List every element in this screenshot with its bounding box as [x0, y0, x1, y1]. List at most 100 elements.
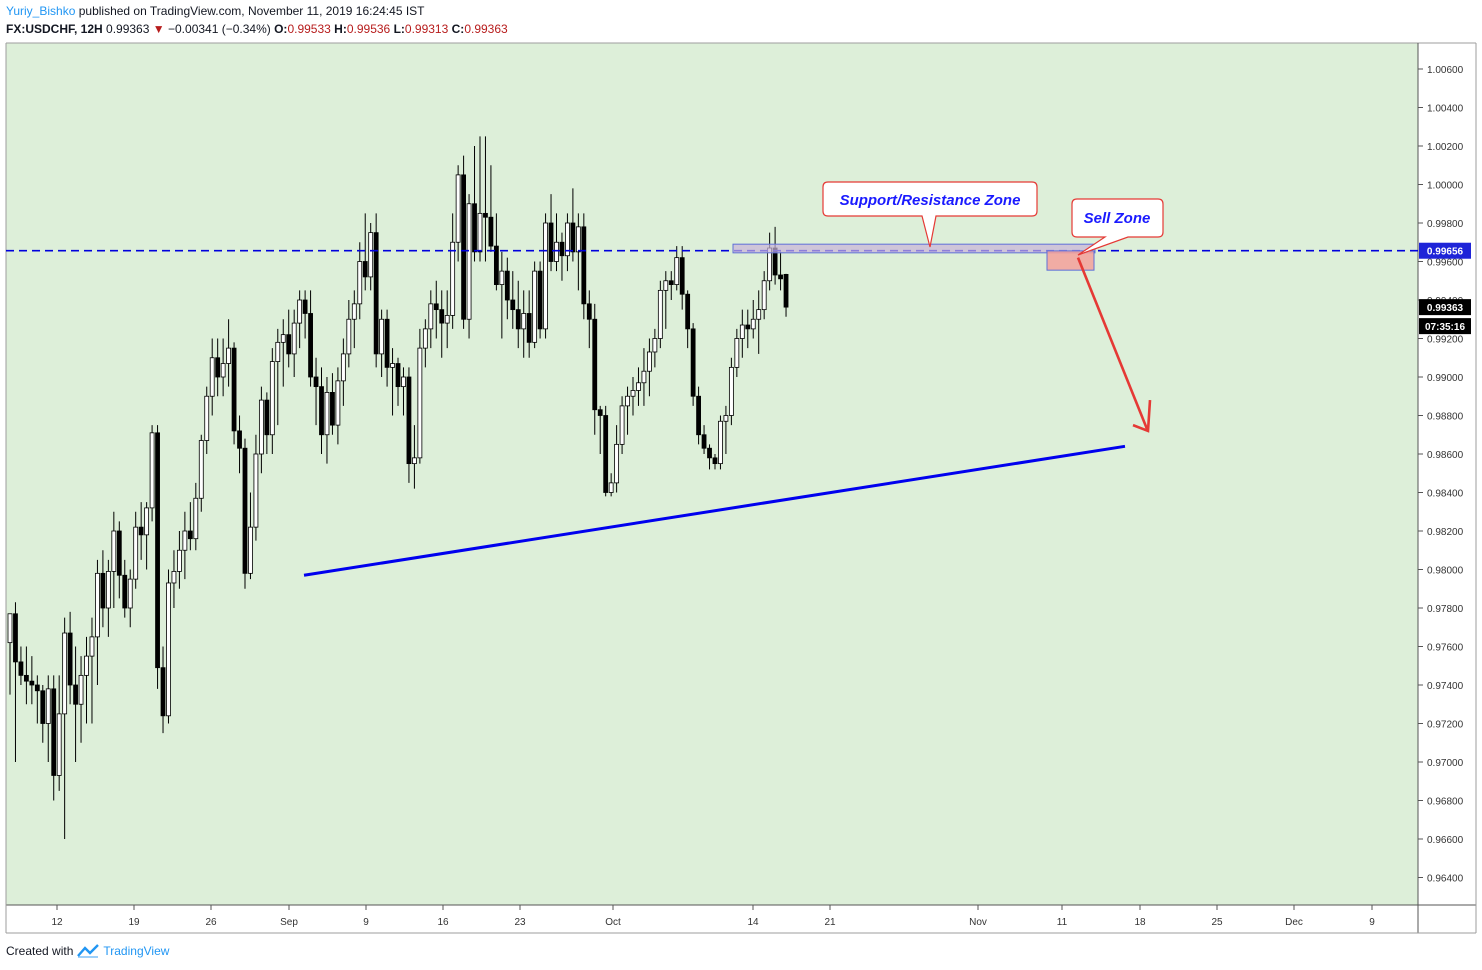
candle-body-down [461, 174, 466, 320]
candle [73, 646, 78, 762]
candle [335, 367, 341, 445]
candle-body-up [543, 222, 548, 330]
candle [166, 569, 171, 724]
x-tick-label: 26 [205, 917, 217, 928]
x-tick-label: Oct [605, 917, 621, 928]
candle [198, 434, 204, 512]
candle [105, 559, 111, 637]
candle [111, 511, 117, 608]
candle-body-down [384, 318, 390, 368]
candle-body-down [559, 241, 565, 257]
candle-body-up [532, 270, 538, 343]
candle [95, 559, 100, 685]
candle [745, 309, 751, 349]
candle [548, 194, 554, 272]
close-label: C: [451, 22, 465, 36]
candle [559, 232, 565, 281]
candle-body-up [291, 322, 297, 355]
candle-body-up [127, 578, 133, 609]
candle-body-down [778, 274, 783, 280]
support-trendline[interactable] [303, 444, 1126, 577]
candle [155, 425, 160, 689]
candle-body-up [554, 241, 559, 262]
candle-body-up [275, 341, 281, 363]
sell-zone-rect[interactable] [1046, 250, 1095, 271]
candle-body-down [313, 376, 319, 388]
sr-zone-callout[interactable]: Support/Resistance Zone [822, 181, 1038, 248]
candle-body-up [62, 632, 68, 715]
candle [739, 309, 745, 358]
candle-body-up [324, 391, 330, 436]
symbol-bar: FX:USDCHF, 12H 0.99363 ▼ −0.00341 (−0.34… [6, 22, 508, 36]
candle [663, 271, 669, 329]
y-tick-label: 0.97200 [1427, 720, 1464, 731]
candle [346, 300, 352, 368]
candle-body-down [488, 216, 494, 247]
price-tag: 07:35:16 [1419, 318, 1471, 335]
candle [472, 146, 477, 262]
candle-body-up [739, 324, 745, 339]
tradingview-link[interactable]: TradingView [103, 944, 170, 958]
x-tick-label: Sep [280, 917, 298, 928]
candle [127, 569, 133, 628]
candle [444, 290, 450, 349]
candle [62, 617, 68, 839]
candle [510, 271, 516, 329]
x-tick-label: 18 [1134, 917, 1146, 928]
x-tick-label: 16 [437, 917, 449, 928]
candle-body-down [581, 226, 587, 305]
candle [575, 213, 581, 291]
created-with-text: Created with [6, 944, 74, 958]
y-tick-label: 0.97800 [1427, 604, 1464, 615]
candle-body-down [504, 270, 510, 301]
candle [275, 328, 281, 426]
candle [34, 675, 40, 724]
x-axis[interactable]: 12 19 26 Sep 9 16 23 Oct 14 21 Nov 11 18 25 Dec 9 [51, 905, 1375, 928]
candle-body-up [417, 347, 423, 459]
y-tick-label: 0.97600 [1427, 643, 1464, 654]
candle-body-down [406, 376, 412, 465]
candle [597, 405, 603, 454]
y-tick-label: 0.97000 [1427, 758, 1464, 769]
candle [554, 213, 559, 272]
y-axis[interactable]: 1.00600 1.00400 1.00200 1.00000 0.99800 0.996… [1418, 65, 1464, 885]
sr-zone-label: Support/Resistance Zone [840, 192, 1021, 209]
candle [515, 280, 521, 349]
candle-body-up [499, 270, 505, 286]
candle [526, 290, 532, 358]
candle-body-up [220, 363, 226, 378]
candle [40, 685, 46, 743]
candle [308, 290, 313, 387]
candle-body-up [466, 203, 472, 320]
candle-body-up [297, 299, 303, 324]
down-arrow-line[interactable] [1076, 257, 1149, 430]
author-link[interactable]: Yuriy_Bishko [6, 4, 76, 18]
candle [89, 617, 95, 724]
candle [319, 367, 324, 454]
candle-body-down [679, 257, 685, 295]
candle [406, 367, 412, 483]
plot-area[interactable] [6, 43, 1418, 905]
candle-body-down [696, 395, 701, 436]
candle [630, 377, 636, 416]
x-tick-label: Nov [969, 917, 987, 928]
candle-body-up [723, 415, 729, 422]
y-tick-label: 0.98400 [1427, 489, 1464, 500]
candle-body-up [657, 289, 663, 339]
candle [177, 531, 182, 589]
price-tag-label: 07:35:16 [1425, 322, 1465, 333]
sell-zone-callout[interactable]: Sell Zone [1071, 198, 1164, 256]
y-tick-label: 1.00200 [1427, 142, 1464, 153]
candle [657, 280, 663, 349]
y-tick-label: 1.00400 [1427, 104, 1464, 115]
candle [783, 273, 789, 317]
candles [7, 136, 789, 839]
sr-zone-rect[interactable] [732, 243, 1096, 254]
x-tick-label: 23 [514, 917, 526, 928]
x-tick-label: 21 [824, 917, 836, 928]
candle [45, 675, 51, 762]
candle-body-up [761, 280, 767, 311]
candle-body-up [428, 303, 434, 330]
candle [581, 213, 587, 320]
